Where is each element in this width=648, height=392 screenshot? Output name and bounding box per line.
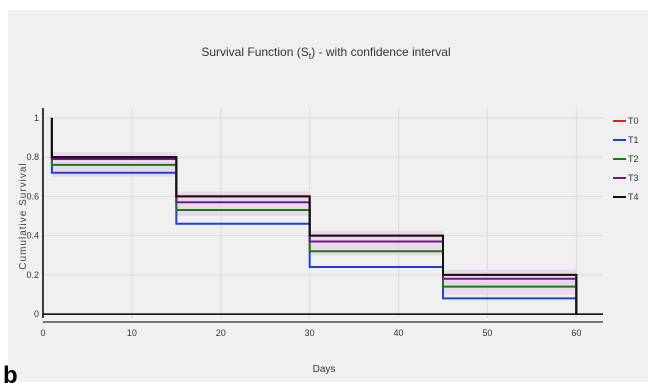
chart-title: Survival Function (St) - with confidence… [201, 45, 450, 61]
legend-label-t0: T0 [628, 116, 639, 126]
x-tick-label: 10 [127, 328, 137, 338]
x-axis-label: Days [313, 364, 336, 375]
x-tick-label: 30 [305, 328, 315, 338]
y-tick-label: 0.6 [26, 191, 39, 201]
x-tick-label: 50 [482, 328, 492, 338]
series-lines [50, 117, 578, 315]
x-tick-label: 40 [394, 328, 404, 338]
chart-title-suffix: ) - with confidence interval [311, 45, 450, 59]
legend-label-t3: T3 [628, 173, 639, 183]
tick-labels: 0 10 20 30 40 50 60 0 0.2 0.4 0.6 0.8 1 [26, 113, 581, 338]
confidence-band [443, 269, 577, 295]
y-tick-label: 0.8 [26, 152, 39, 162]
axes [42, 108, 603, 323]
x-tick-label: 20 [216, 328, 226, 338]
x-tick-label: 0 [40, 328, 45, 338]
confidence-band [176, 191, 310, 216]
y-tick-label: 0.2 [26, 270, 39, 280]
legend: T0 T1 T2 T3 T4 [613, 116, 639, 202]
y-tick-label: 1 [34, 113, 39, 123]
legend-label-t4: T4 [628, 192, 639, 202]
x-tick-label: 60 [571, 328, 581, 338]
y-axis-label: Cumulative Survival [18, 162, 29, 269]
panel-letter: b [3, 362, 18, 389]
legend-label-t2: T2 [628, 154, 639, 164]
y-tick-label: 0 [34, 309, 39, 319]
y-tick-label: 0.4 [26, 231, 39, 241]
series-line-t4 [50, 117, 578, 315]
legend-label-t1: T1 [628, 135, 639, 145]
chart-title-main: Survival Function (S [201, 45, 308, 59]
chart-title-subscript: t [309, 51, 312, 61]
